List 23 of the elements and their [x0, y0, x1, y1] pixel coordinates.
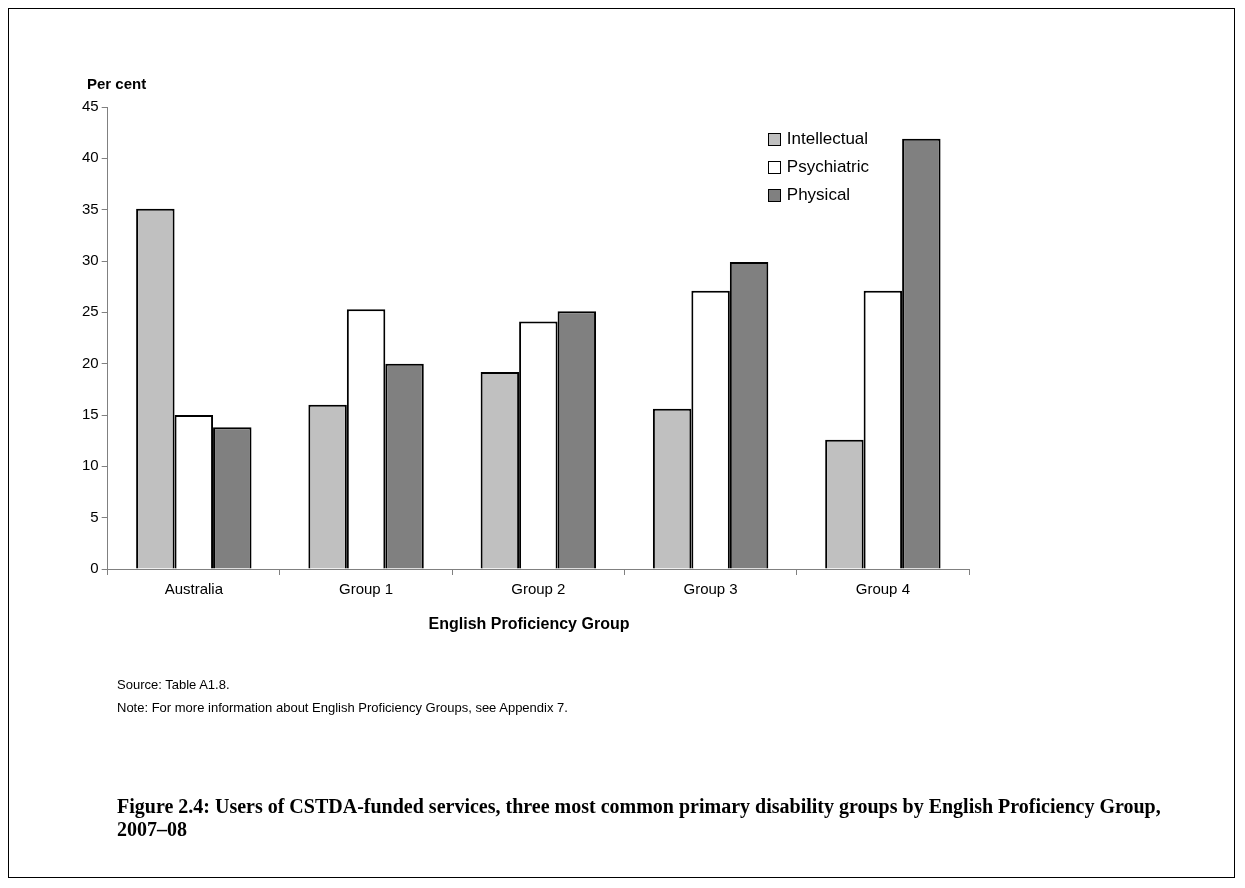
y-tick-label: 5 [90, 507, 99, 525]
text: Note: For more information about English Proficiency Groups, see Appendix 7. [117, 700, 568, 715]
legend-label: Psychiatric [786, 156, 869, 178]
y-tick-label: 40 [82, 148, 99, 166]
y-tick-label: 10 [82, 456, 99, 474]
legend-label: Intellectual [786, 128, 869, 150]
x-tick-label: Group 4 [855, 580, 910, 598]
y-tick-label: 35 [82, 199, 99, 217]
text: Figure 2.4: Users of CSTDA-funded services, three most common primary disability groups by English Proficiency Group, 2007–08 [117, 795, 1162, 841]
y-axis-title: Per cent [87, 75, 147, 92]
legend-label: Physical [786, 184, 851, 206]
y-tick-label: 15 [82, 405, 99, 423]
source-note: Source: Table A1.8. [117, 677, 231, 692]
x-tick-label: Group 3 [683, 580, 738, 598]
x-tick-label: Group 1 [338, 580, 394, 598]
y-tick-label: 0 [90, 559, 99, 577]
x-axis-title: English Proficiency Group [427, 615, 631, 633]
y-tick-label: 20 [82, 353, 99, 371]
y-tick-label: 25 [82, 302, 99, 320]
y-tick-label: 30 [82, 251, 99, 269]
y-tick-label: 45 [82, 97, 99, 115]
x-tick-label: Australia [164, 580, 224, 598]
x-tick-label: Group 2 [511, 580, 566, 598]
